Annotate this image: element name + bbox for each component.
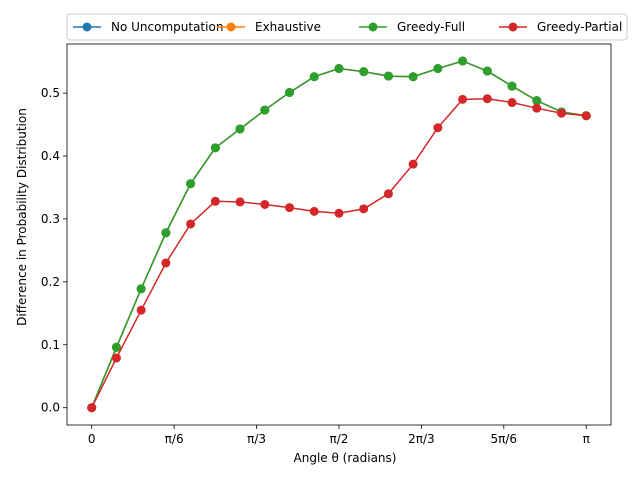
series-greedy-partial	[87, 94, 591, 413]
data-point-greedy-full	[186, 179, 196, 189]
data-point-greedy-full	[507, 81, 517, 91]
axes: 0 π/6 π/3 π/2 2π/3 5π/6 π 0.0 0.1 0.2 0.3 0.4 0.5	[41, 43, 612, 446]
data-point-greedy-full	[285, 87, 295, 97]
data-point-greedy-partial	[260, 199, 270, 209]
legend-marker	[508, 22, 518, 32]
data-point-greedy-full	[260, 105, 270, 115]
legend-entry-greedy-full: Greedy-Full	[359, 20, 465, 34]
data-point-greedy-partial	[359, 204, 369, 214]
data-point-greedy-partial	[186, 219, 196, 229]
data-point-greedy-partial	[210, 196, 220, 206]
x-tick-label: 2π/3	[408, 432, 435, 446]
data-point-greedy-partial	[458, 94, 468, 104]
data-point-greedy-partial	[235, 197, 245, 207]
data-point-greedy-full	[136, 284, 146, 294]
data-point-greedy-partial	[161, 258, 171, 268]
data-point-greedy-partial	[408, 159, 418, 169]
legend-marker	[82, 22, 92, 32]
x-tick-label: π	[583, 432, 590, 446]
series-greedy-full	[87, 56, 591, 413]
data-point-greedy-partial	[482, 94, 492, 104]
legend-label: No Uncomputation	[111, 20, 223, 34]
data-point-greedy-partial	[111, 353, 121, 363]
data-point-greedy-partial	[334, 208, 344, 218]
y-tick-label: 0.5	[41, 86, 60, 100]
legend-marker	[226, 22, 236, 32]
data-point-greedy-partial	[433, 123, 443, 133]
data-point-greedy-full	[334, 64, 344, 74]
data-point-greedy-partial	[136, 305, 146, 315]
legend-entry-exhaustive: Exhaustive	[217, 20, 321, 34]
data-point-greedy-full	[532, 96, 542, 106]
data-point-greedy-partial	[309, 206, 319, 216]
x-axis-label: Angle θ (radians)	[294, 451, 397, 465]
data-point-greedy-partial	[581, 111, 591, 121]
x-tick-label: π/3	[247, 432, 266, 446]
data-point-greedy-partial	[383, 189, 393, 199]
series-group	[87, 56, 591, 413]
x-tick-label: 5π/6	[491, 432, 518, 446]
data-point-greedy-full	[433, 64, 443, 74]
data-point-greedy-partial	[285, 203, 295, 213]
y-tick-label: 0.4	[41, 149, 60, 163]
legend: No Uncomputation Exhaustive Greedy-Full Gre…	[66, 13, 628, 41]
data-point-greedy-full	[383, 71, 393, 81]
data-point-greedy-partial	[87, 403, 97, 413]
data-point-greedy-full	[482, 66, 492, 76]
data-point-greedy-full	[235, 124, 245, 134]
y-axis-label: Difference in Probability Distribution	[15, 108, 29, 326]
data-point-greedy-partial	[507, 98, 517, 108]
legend-entry-no-uncomputation: No Uncomputation	[73, 20, 223, 34]
data-point-greedy-full	[111, 342, 121, 352]
series-line-greedy-partial	[91, 97, 587, 409]
legend-frame	[66, 13, 628, 41]
data-point-greedy-full	[359, 67, 369, 77]
y-tick-label: 0.3	[41, 212, 60, 226]
x-tick-label: π/2	[330, 432, 349, 446]
data-point-greedy-full	[161, 228, 171, 238]
data-point-greedy-partial	[556, 108, 566, 118]
legend-entry-greedy-partial: Greedy-Partial	[499, 20, 622, 34]
y-tick-label: 0.1	[41, 338, 60, 352]
data-point-greedy-full	[408, 72, 418, 82]
data-point-greedy-full	[210, 143, 220, 153]
y-tick-label: 0.0	[41, 401, 60, 415]
x-tick-label: π/6	[165, 432, 184, 446]
plot-frame	[66, 43, 612, 426]
data-point-greedy-partial	[532, 103, 542, 113]
y-tick-label: 0.2	[41, 275, 60, 289]
legend-marker	[368, 22, 378, 32]
x-tick-label: 0	[88, 432, 96, 446]
data-point-greedy-full	[309, 72, 319, 82]
legend-label: Exhaustive	[255, 20, 321, 34]
legend-label: Greedy-Partial	[537, 20, 622, 34]
data-point-greedy-full	[458, 56, 468, 66]
legend-label: Greedy-Full	[397, 20, 465, 34]
